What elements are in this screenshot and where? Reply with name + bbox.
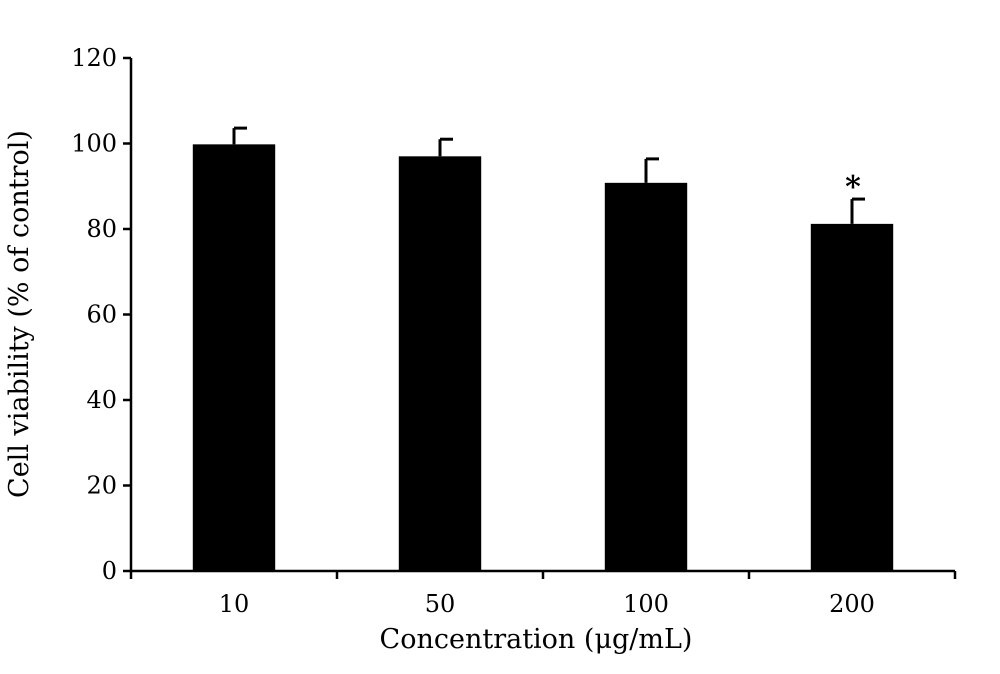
bar [604, 182, 688, 571]
x-tick-label: 10 [219, 590, 250, 618]
y-tick-label: 20 [86, 472, 117, 500]
x-tick-label: 100 [623, 590, 669, 618]
y-tick-label: 100 [71, 130, 117, 158]
x-tick-label: 50 [425, 590, 456, 618]
y-tick-label: 60 [86, 301, 117, 329]
y-tick-label: 120 [71, 44, 117, 72]
y-tick-label: 40 [86, 386, 117, 414]
x-axis-title: Concentration (μg/mL) [380, 624, 693, 655]
y-tick-label: 0 [102, 557, 117, 585]
x-ticks-group: 10 50 100 200 [129, 571, 957, 618]
bar [192, 144, 276, 572]
annotations-group: * [845, 170, 861, 205]
y-axis-title: Cell viability (% of control) [4, 130, 35, 498]
bar [810, 223, 894, 571]
bar [398, 156, 482, 571]
y-tick-label: 80 [86, 215, 117, 243]
error-bars-group [232, 126, 865, 224]
x-tick-label: 200 [829, 590, 875, 618]
significance-marker: * [845, 170, 861, 205]
bars-group [192, 144, 894, 572]
y-ticks-group: 0 20 40 60 80 100 120 [71, 44, 131, 585]
